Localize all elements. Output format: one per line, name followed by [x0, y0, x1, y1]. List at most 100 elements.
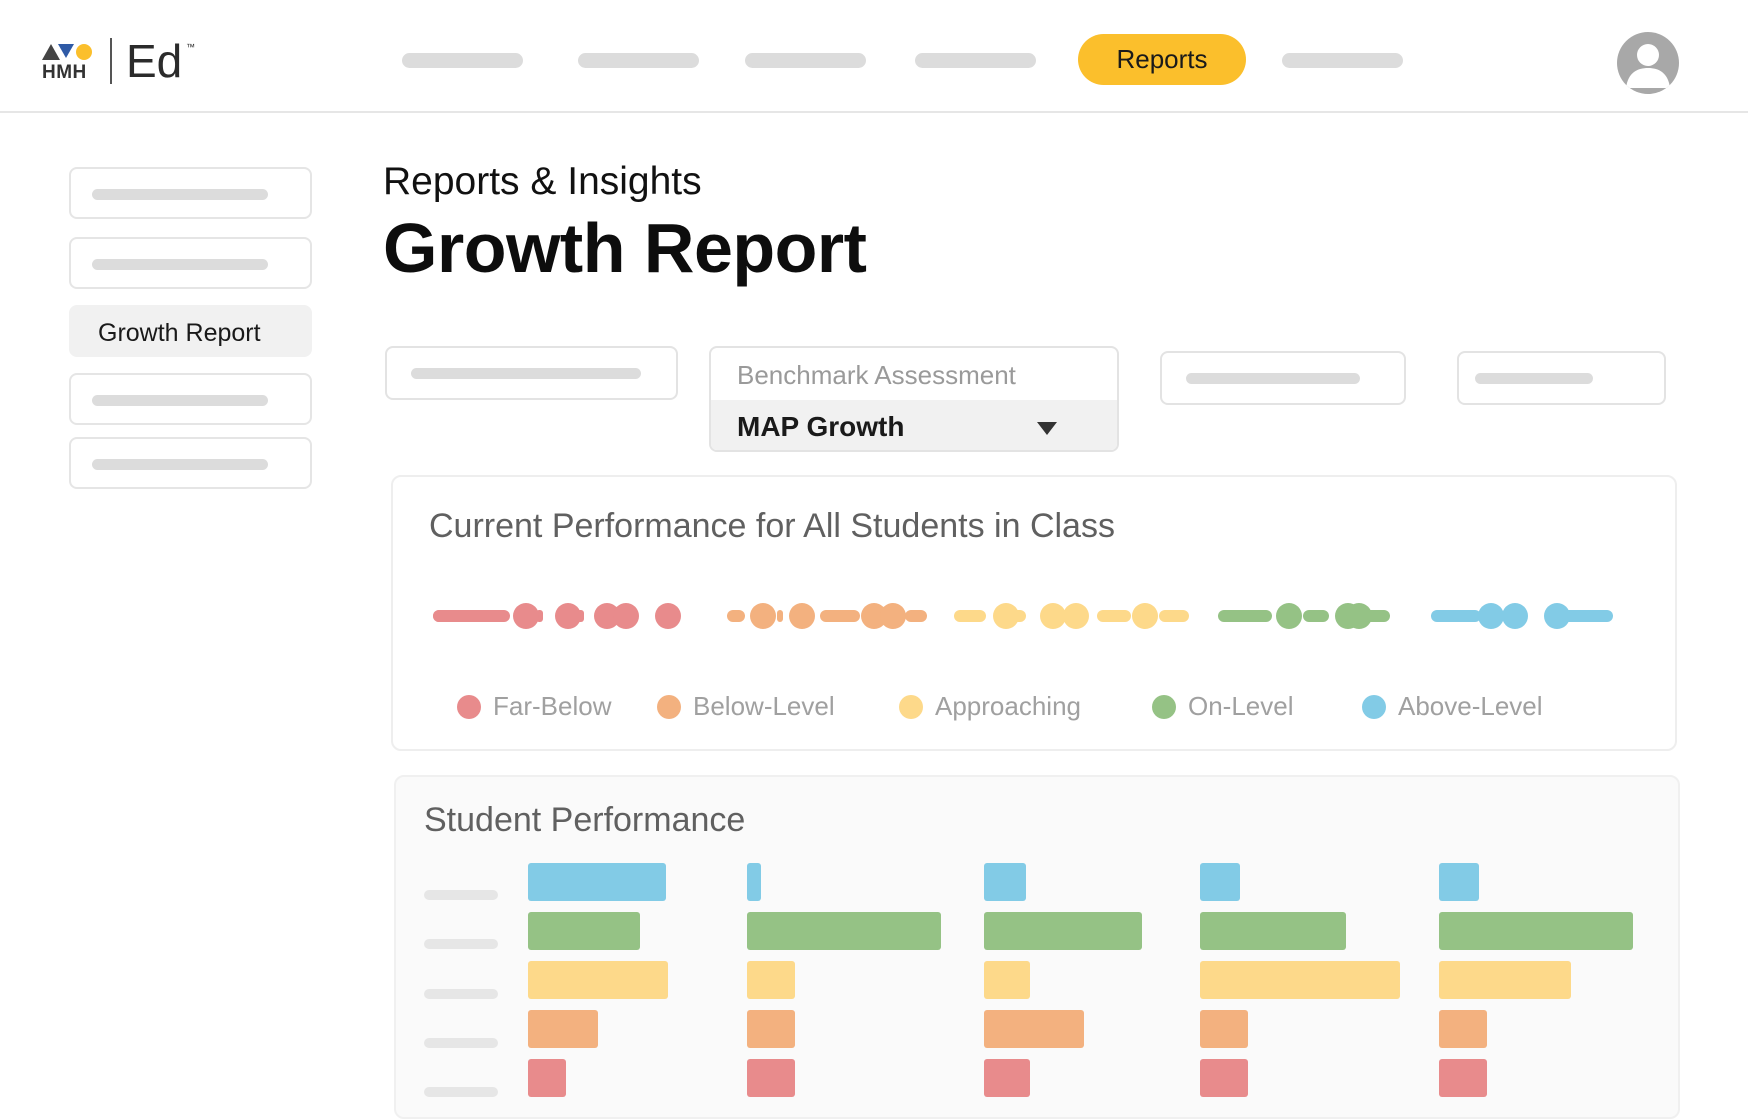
student-dot[interactable] — [993, 603, 1019, 629]
dropdown-selected-value[interactable]: MAP Growth — [711, 400, 1117, 450]
sidebar-item-growth-report[interactable]: Growth Report — [69, 305, 312, 357]
strip-line — [1159, 610, 1189, 622]
benchmark-assessment-dropdown[interactable]: Benchmark Assessment MAP Growth — [709, 346, 1119, 452]
student-dot[interactable] — [1346, 603, 1372, 629]
student-dot[interactable] — [1544, 603, 1570, 629]
strip-line — [1218, 610, 1272, 622]
user-avatar[interactable] — [1617, 32, 1679, 94]
student-dot[interactable] — [789, 603, 815, 629]
student-dot[interactable] — [655, 603, 681, 629]
student-dot[interactable] — [1478, 603, 1504, 629]
sidebar-item-placeholder[interactable] — [69, 237, 312, 289]
sidebar-item-placeholder[interactable] — [69, 437, 312, 489]
legend-label: Far-Below — [493, 691, 612, 721]
strip-group-approaching — [954, 603, 1189, 629]
filter-placeholder[interactable] — [1160, 351, 1406, 405]
student-dot[interactable] — [1276, 603, 1302, 629]
bar-on-level[interactable] — [1439, 912, 1633, 950]
bar-on-level[interactable] — [747, 912, 941, 950]
bar-on-level[interactable] — [528, 912, 640, 950]
bar-above-level[interactable] — [1439, 863, 1479, 901]
strip-line — [777, 610, 783, 622]
current-performance-title: Current Performance for All Students in … — [429, 507, 1115, 545]
sidebar-item-placeholder[interactable] — [69, 373, 312, 425]
bar-above-level[interactable] — [984, 863, 1026, 901]
student-dot[interactable] — [1132, 603, 1158, 629]
bar-on-level[interactable] — [984, 912, 1142, 950]
hmh-logo-shapes-icon — [42, 44, 92, 60]
student-dot[interactable] — [750, 603, 776, 629]
strip-group-far-below — [433, 603, 681, 629]
legend-dot-icon — [1362, 695, 1386, 719]
strip-line — [820, 610, 860, 622]
placeholder-bar — [92, 459, 268, 470]
caret-down-icon[interactable] — [1037, 422, 1057, 435]
bar-far-below[interactable] — [984, 1059, 1030, 1097]
student-dot[interactable] — [513, 603, 539, 629]
hmh-wordmark: HMH — [42, 62, 87, 83]
row-label-placeholder — [424, 1038, 498, 1048]
legend-dot-icon — [457, 695, 481, 719]
bar-below-level[interactable] — [984, 1010, 1084, 1048]
strip-line — [1097, 610, 1131, 622]
student-dot[interactable] — [555, 603, 581, 629]
strip-line — [1431, 610, 1481, 622]
student-dot[interactable] — [1040, 603, 1066, 629]
student-performance-bars — [424, 863, 1633, 1097]
bar-on-level[interactable] — [1200, 912, 1346, 950]
placeholder-bar — [411, 368, 641, 379]
placeholder-bar — [92, 395, 268, 406]
nav-item-placeholder[interactable] — [402, 53, 523, 68]
filter-placeholder[interactable] — [1457, 351, 1666, 405]
bar-below-level[interactable] — [747, 1010, 795, 1048]
bar-approaching[interactable] — [984, 961, 1030, 999]
selected-value-text: MAP Growth — [737, 411, 905, 442]
bar-below-level[interactable] — [528, 1010, 598, 1048]
row-label-placeholder — [424, 890, 498, 900]
bar-approaching[interactable] — [1200, 961, 1400, 999]
legend-dot-icon — [1152, 695, 1176, 719]
nav-item-placeholder[interactable] — [915, 53, 1036, 68]
bar-approaching[interactable] — [1439, 961, 1571, 999]
bar-above-level[interactable] — [747, 863, 761, 901]
nav-item-placeholder[interactable] — [578, 53, 699, 68]
bar-below-level[interactable] — [1439, 1010, 1487, 1048]
top-navigation-bar: HMH Ed ™ Reports — [0, 0, 1748, 113]
bar-below-level[interactable] — [1200, 1010, 1248, 1048]
trademark-symbol: ™ — [186, 42, 195, 52]
performance-legend: Far-Below Below-Level Approaching On-Lev… — [393, 687, 1675, 727]
page-subtitle: Reports & Insights — [383, 160, 702, 203]
bar-far-below[interactable] — [528, 1059, 566, 1097]
nav-item-placeholder[interactable] — [1282, 53, 1403, 68]
row-label-placeholder — [424, 1087, 498, 1097]
sidebar-item-placeholder[interactable] — [69, 167, 312, 219]
legend-label: Below-Level — [693, 691, 835, 721]
bar-far-below[interactable] — [1200, 1059, 1248, 1097]
bar-far-below[interactable] — [747, 1059, 795, 1097]
student-dot[interactable] — [594, 603, 620, 629]
row-label-placeholder — [424, 939, 498, 949]
student-dot[interactable] — [1063, 603, 1089, 629]
legend-dot-icon — [899, 695, 923, 719]
strip-group-above-level — [1431, 603, 1613, 629]
bar-above-level[interactable] — [528, 863, 666, 901]
bar-approaching[interactable] — [747, 961, 795, 999]
bar-above-level[interactable] — [1200, 863, 1240, 901]
nav-tab-reports[interactable]: Reports — [1078, 34, 1246, 85]
bar-approaching[interactable] — [528, 961, 668, 999]
student-dot[interactable] — [1502, 603, 1528, 629]
page-title: Growth Report — [383, 209, 867, 287]
legend-label: Above-Level — [1398, 691, 1543, 721]
bar-far-below[interactable] — [1439, 1059, 1487, 1097]
nav-item-placeholder[interactable] — [745, 53, 866, 68]
student-dot[interactable] — [880, 603, 906, 629]
strip-line — [1303, 610, 1329, 622]
filter-placeholder[interactable] — [385, 346, 678, 400]
student-performance-title: Student Performance — [424, 801, 746, 839]
student-dot[interactable] — [613, 603, 639, 629]
student-performance-card: Student Performance — [394, 775, 1680, 1119]
legend-label: On-Level — [1188, 691, 1294, 721]
placeholder-bar — [92, 259, 268, 270]
hmh-ed-logo[interactable]: HMH Ed ™ — [42, 35, 202, 88]
student-dot[interactable] — [861, 603, 887, 629]
